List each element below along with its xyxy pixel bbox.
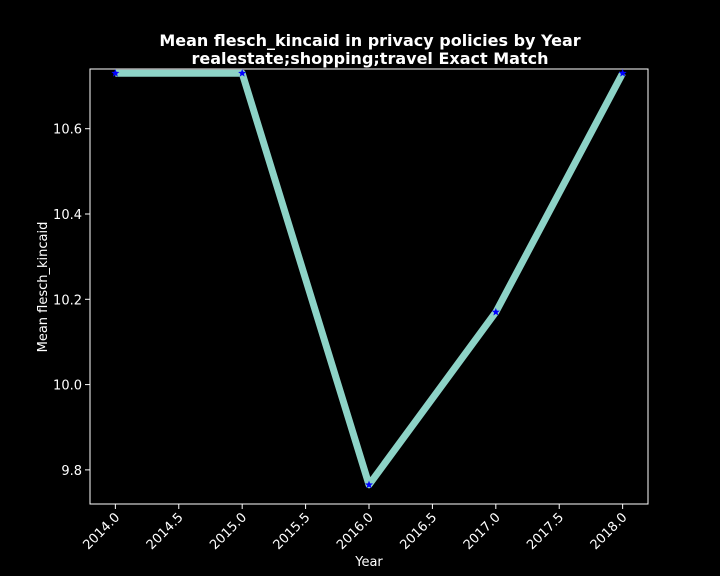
y-tick-label: 9.8 [61,464,82,479]
x-tick-label: 2014.0 [80,510,123,553]
data-point-marker [238,69,247,77]
series-markers [111,69,627,489]
x-axis: 2014.0 2014.5 2015.0 2015.5 2016.0 2016.5 2017… [80,504,630,553]
x-tick-label: 2015.5 [271,510,314,553]
x-tick-label: 2016.0 [334,510,377,553]
data-point-marker [111,69,120,77]
data-point-marker [618,69,627,77]
x-tick-label: 2014.5 [144,510,187,553]
plot-area [89,68,649,505]
y-axis: 9.8 10.0 10.2 10.4 10.6 [53,123,90,479]
y-tick-label: 10.4 [53,208,82,223]
x-tick-label: 2015.0 [207,510,250,553]
x-tick-label: 2017.5 [524,510,567,553]
x-tick-label: 2018.0 [588,510,631,553]
y-tick-label: 10.0 [53,379,82,394]
data-point-marker [365,480,373,489]
x-axis-label: Year [354,555,383,570]
data-point-marker [491,307,500,316]
chart-title: Mean flesch_kincaid in privacy policies … [159,31,580,50]
y-tick-label: 10.2 [53,293,82,308]
series-line [115,69,626,489]
chart-subtitle: realestate;shopping;travel Exact Match [192,49,549,68]
y-axis-label: Mean flesch_kincaid [36,222,51,353]
y-tick-label: 10.6 [53,123,82,138]
x-tick-label: 2016.5 [397,510,440,553]
x-tick-label: 2017.0 [461,510,504,553]
